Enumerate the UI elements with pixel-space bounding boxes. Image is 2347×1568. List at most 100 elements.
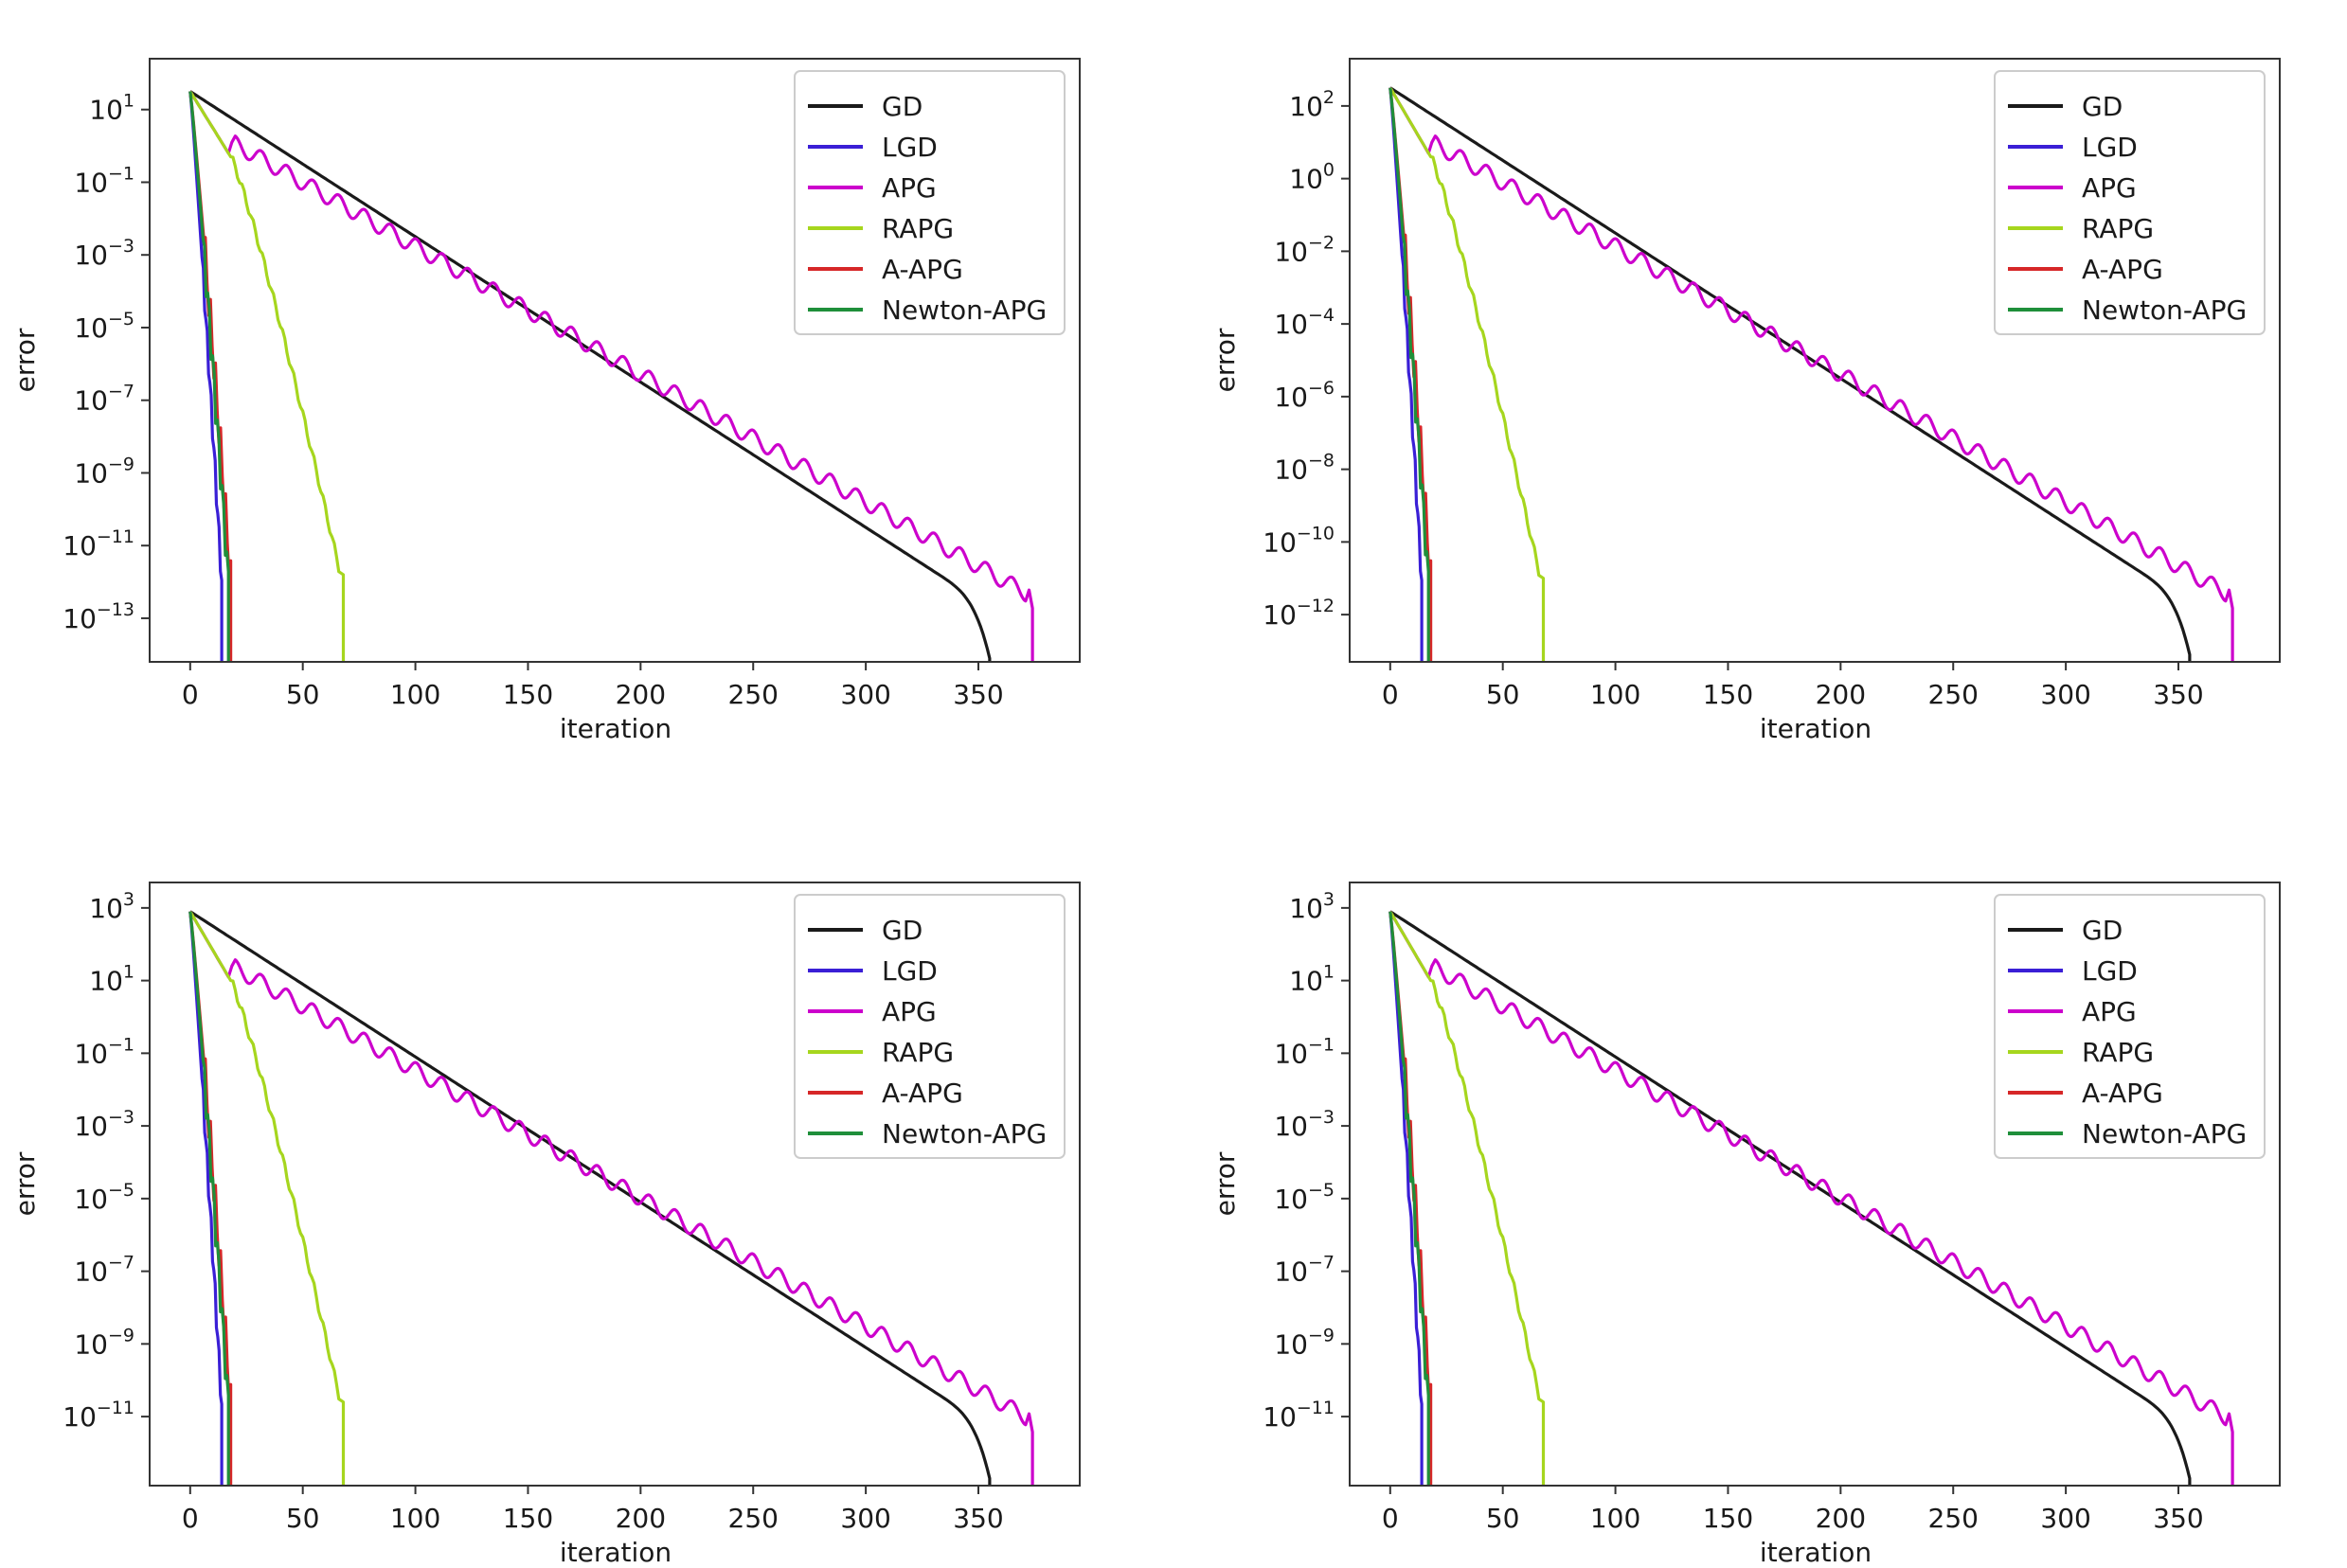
legend-label: RAPG <box>2082 1037 2154 1068</box>
y-tick-label: 10−1 <box>74 163 134 198</box>
y-tick-label: 10−7 <box>1274 1253 1335 1288</box>
series-group <box>1388 910 2234 1486</box>
y-tick-label: 10−11 <box>63 1398 134 1433</box>
x-tick-label: 150 <box>1703 1503 1753 1534</box>
legend-label: Newton-APG <box>2082 1118 2247 1149</box>
x-axis-label: iteration <box>560 1537 672 1568</box>
x-tick-label: 50 <box>286 679 320 710</box>
x-tick-label: 150 <box>503 679 553 710</box>
x-axis-label: iteration <box>560 713 672 744</box>
newton-apg-series-line <box>1388 87 1430 662</box>
y-tick-label: 101 <box>89 962 134 997</box>
x-tick-label: 250 <box>1928 1503 1979 1534</box>
apg-series-line <box>1388 86 2234 662</box>
legend-label: APG <box>2082 172 2137 204</box>
legend-label: RAPG <box>2082 213 2154 244</box>
y-tick-label: 101 <box>1289 962 1335 997</box>
x-tick-label: 100 <box>1590 679 1640 710</box>
legend-label: LGD <box>2082 132 2138 163</box>
legend-label: RAPG <box>882 213 954 244</box>
legend: GD LGD APG RAPG A-APG Newton-APG <box>794 894 1066 1159</box>
legend-label: LGD <box>882 132 938 163</box>
legend-label: LGD <box>2082 955 2138 987</box>
x-tick-label: 250 <box>1928 679 1979 710</box>
chart-panel-bottom-left: 0 50 100 150 200 250 300 350 103 101 10−1 10−3 10−5 1… <box>9 882 1081 1568</box>
x-tick-label: 0 <box>182 1503 199 1534</box>
legend-label: RAPG <box>882 1037 954 1068</box>
y-tick-label: 103 <box>89 889 134 924</box>
y-tick-label: 10−5 <box>74 1180 134 1215</box>
x-tick-label: 50 <box>286 1503 320 1534</box>
legend-label: APG <box>882 172 937 204</box>
y-tick-label: 10−1 <box>1274 1034 1335 1069</box>
x-axis-label: iteration <box>1760 713 1872 744</box>
x-tick-label: 300 <box>2040 679 2090 710</box>
legend-label: A-APG <box>882 1078 963 1109</box>
series-group <box>188 90 1034 662</box>
y-tick-label: 10−9 <box>74 1325 134 1360</box>
apg-series-line <box>188 910 1034 1486</box>
legend-label: A-APG <box>882 254 963 285</box>
y-tick-label: 10−6 <box>1274 378 1335 413</box>
x-tick-label: 0 <box>182 679 199 710</box>
y-tick-label: 10−1 <box>74 1034 134 1069</box>
chart-panel-top-right: 0 50 100 150 200 250 300 350 102 100 10−2 10−4 10−6 1… <box>1209 58 2281 744</box>
legend-label: Newton-APG <box>882 294 1047 326</box>
x-tick-label: 150 <box>503 1503 553 1534</box>
y-tick-label: 103 <box>1289 889 1335 924</box>
x-tick-label: 350 <box>2153 1503 2203 1534</box>
y-tick-label: 10−13 <box>63 599 134 634</box>
y-tick-label: 10−5 <box>74 309 134 344</box>
x-tick-label: 250 <box>728 1503 779 1534</box>
legend-label: GD <box>2082 915 2123 946</box>
x-tick-label: 200 <box>616 679 666 710</box>
y-tick-label: 101 <box>89 91 134 126</box>
y-tick-label: 10−11 <box>1263 1398 1335 1433</box>
y-tick-label: 10−2 <box>1274 232 1335 267</box>
x-tick-label: 150 <box>1703 679 1753 710</box>
y-axis-label: error <box>9 328 41 392</box>
legend: GD LGD APG RAPG A-APG Newton-APG <box>794 70 1066 335</box>
y-tick-label: 10−5 <box>1274 1180 1335 1215</box>
x-tick-label: 200 <box>1816 1503 1866 1534</box>
x-tick-label: 300 <box>2040 1503 2090 1534</box>
newton-apg-series-line <box>1388 911 1430 1486</box>
series-group <box>188 910 1034 1486</box>
y-tick-label: 10−10 <box>1263 523 1335 558</box>
y-axis-label: error <box>1209 328 1241 392</box>
y-tick-label: 10−9 <box>1274 1325 1335 1360</box>
y-tick-label: 10−7 <box>74 382 134 417</box>
y-tick-label: 10−3 <box>74 236 134 271</box>
chart-panel-top-left: 0 50 100 150 200 250 300 350 101 10−1 10−3 10−5 10−7… <box>9 58 1081 744</box>
legend-label: Newton-APG <box>2082 294 2247 326</box>
y-tick-label: 10−9 <box>74 454 134 489</box>
x-tick-label: 100 <box>390 1503 440 1534</box>
legend: GD LGD APG RAPG A-APG Newton-APG <box>1994 894 2266 1159</box>
x-tick-label: 0 <box>1382 679 1399 710</box>
apg-series-line <box>188 90 1034 662</box>
legend: GD LGD APG RAPG A-APG Newton-APG <box>1994 70 2266 335</box>
y-tick-label: 10−3 <box>74 1107 134 1142</box>
axes-frame <box>149 882 1081 1487</box>
x-tick-label: 50 <box>1486 1503 1520 1534</box>
y-tick-label: 100 <box>1289 160 1335 195</box>
x-tick-label: 50 <box>1486 679 1520 710</box>
legend-label: GD <box>882 915 923 946</box>
y-axis-label: error <box>9 1151 41 1216</box>
chart-panel-bottom-right: 0 50 100 150 200 250 300 350 103 101 10−1 10−3 10−5 1… <box>1209 882 2281 1568</box>
x-tick-label: 350 <box>953 1503 1003 1534</box>
y-tick-label: 10−11 <box>63 526 134 561</box>
newton-apg-series-line <box>188 91 230 662</box>
gd-series-line <box>188 90 992 662</box>
x-tick-label: 200 <box>616 1503 666 1534</box>
x-tick-label: 100 <box>390 679 440 710</box>
x-axis-label: iteration <box>1760 1537 1872 1568</box>
y-tick-label: 10−12 <box>1263 596 1335 631</box>
x-tick-label: 300 <box>840 1503 890 1534</box>
apg-series-line <box>1388 910 2234 1486</box>
legend-label: LGD <box>882 955 938 987</box>
axes-frame <box>1349 882 2281 1487</box>
newton-apg-series-line <box>188 911 230 1486</box>
x-tick-label: 300 <box>840 679 890 710</box>
